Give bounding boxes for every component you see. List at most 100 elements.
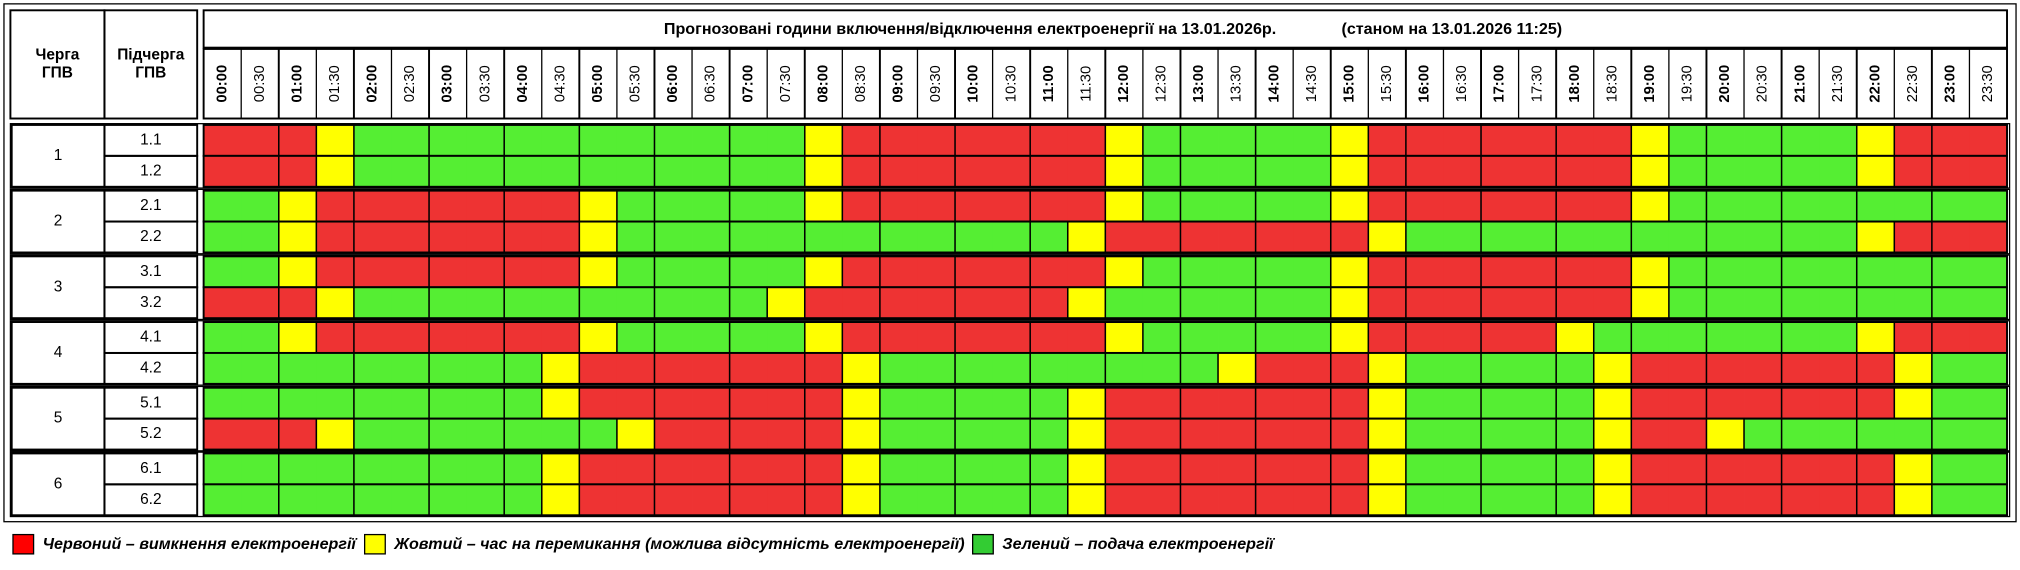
slot-cell [541, 322, 580, 353]
slot-cell [1180, 190, 1219, 222]
time-label: 23:00 [1943, 65, 1959, 103]
slot-cell [353, 155, 392, 187]
subgroup-cell [103, 417, 199, 451]
slot-cell [1894, 190, 1933, 222]
time-label: 14:00 [1266, 65, 1282, 103]
slot-cell [1931, 418, 1970, 450]
slot-cell [579, 322, 618, 353]
slot-cell [353, 418, 392, 450]
slot-cell [241, 221, 280, 253]
slot-cell [278, 322, 317, 353]
group-frame [9, 320, 2011, 386]
slot-cell [1293, 190, 1332, 222]
slot-cell [917, 484, 956, 516]
slot-cell [992, 418, 1031, 450]
slot-cell [1894, 322, 1933, 353]
slot-cell [353, 256, 392, 288]
time-label: 23:30 [1980, 65, 1996, 102]
slot-cell [1969, 124, 2008, 156]
slot-cell [1030, 190, 1069, 222]
slot-cell [1894, 484, 1933, 516]
slot-cell [203, 322, 242, 353]
slot-cell [241, 155, 280, 187]
slot-cell [1856, 190, 1895, 222]
slot-cell [804, 322, 843, 353]
slot-cell [466, 322, 505, 353]
slot-cell [278, 453, 317, 485]
slot-cell [353, 484, 392, 516]
slot-cell [1368, 352, 1407, 384]
slot-cell [1706, 418, 1745, 450]
slot-cell [1819, 387, 1858, 419]
slot-cell [1481, 287, 1519, 319]
slot-cell [1142, 387, 1181, 419]
slot-cell [1856, 221, 1895, 253]
slot-cell [1368, 484, 1407, 516]
slot-cell [1706, 124, 1745, 156]
slot-cell [879, 387, 918, 419]
time-label: 03:00 [440, 65, 456, 103]
slot-cell [541, 287, 580, 319]
slot-cell [1781, 418, 1820, 450]
slot-cell [1969, 387, 2008, 419]
title: Прогнозовані години включення/відключенн… [664, 20, 1276, 38]
slot-cell [879, 352, 918, 384]
slot-cell [541, 256, 580, 288]
slot-cell [1142, 124, 1181, 156]
slot-cell [1556, 124, 1595, 156]
title-cell [202, 9, 2008, 49]
slot-cell [1405, 418, 1444, 450]
slot-cell [955, 287, 993, 319]
slot-cell [1368, 453, 1407, 485]
group-label: 5 [54, 410, 63, 427]
slot-cell [1518, 155, 1557, 187]
slot-cell [1969, 418, 2008, 450]
slot-cell [1330, 352, 1369, 384]
legend-swatch [972, 533, 994, 555]
slot-cell [579, 221, 618, 253]
slot-cell [1030, 221, 1069, 253]
slot-cell [1931, 256, 1970, 288]
slot-cell [992, 155, 1031, 187]
slot-cell [1593, 221, 1632, 253]
slot-cell [1030, 155, 1069, 187]
slot-cell [1142, 221, 1181, 253]
slot-cell [579, 484, 618, 516]
slot-cell [1856, 322, 1895, 353]
slot-cell [579, 124, 618, 156]
slot-cell [353, 287, 392, 319]
slot-cell [616, 221, 655, 253]
slot-cell [1593, 190, 1632, 222]
time-label: 10:30 [1003, 65, 1019, 102]
slot-cell [917, 221, 956, 253]
slot-cell [504, 352, 543, 384]
slot-cell [1067, 387, 1106, 419]
time-label: 20:30 [1755, 65, 1771, 102]
slot-cell [1030, 287, 1069, 319]
slot-cell [1744, 387, 1782, 419]
slot-cell [992, 190, 1031, 222]
slot-cell [391, 221, 430, 253]
time-label: 07:30 [778, 65, 794, 102]
subgroup-label: 5.1 [140, 394, 161, 411]
slot-cell [729, 387, 768, 419]
slot-cell [767, 155, 806, 187]
slot-cell [1556, 453, 1595, 485]
time-label: 19:30 [1680, 65, 1696, 102]
slot-cell [579, 190, 618, 222]
slot-cell [879, 287, 918, 319]
slot-cell [1931, 453, 1970, 485]
slot-cell [1180, 155, 1219, 187]
slot-cell [1481, 221, 1519, 253]
slot-cell [1368, 322, 1407, 353]
slot-cell [1105, 484, 1144, 516]
slot-cell [353, 453, 392, 485]
slot-cell [429, 453, 468, 485]
slot-cell [278, 418, 317, 450]
slot-cell [316, 190, 355, 222]
subgroup-label: 2.2 [140, 228, 161, 245]
subgroup-label: 4.1 [140, 329, 161, 346]
slot-cell [466, 453, 505, 485]
slot-cell [1443, 387, 1482, 419]
slot-cell [654, 287, 693, 319]
